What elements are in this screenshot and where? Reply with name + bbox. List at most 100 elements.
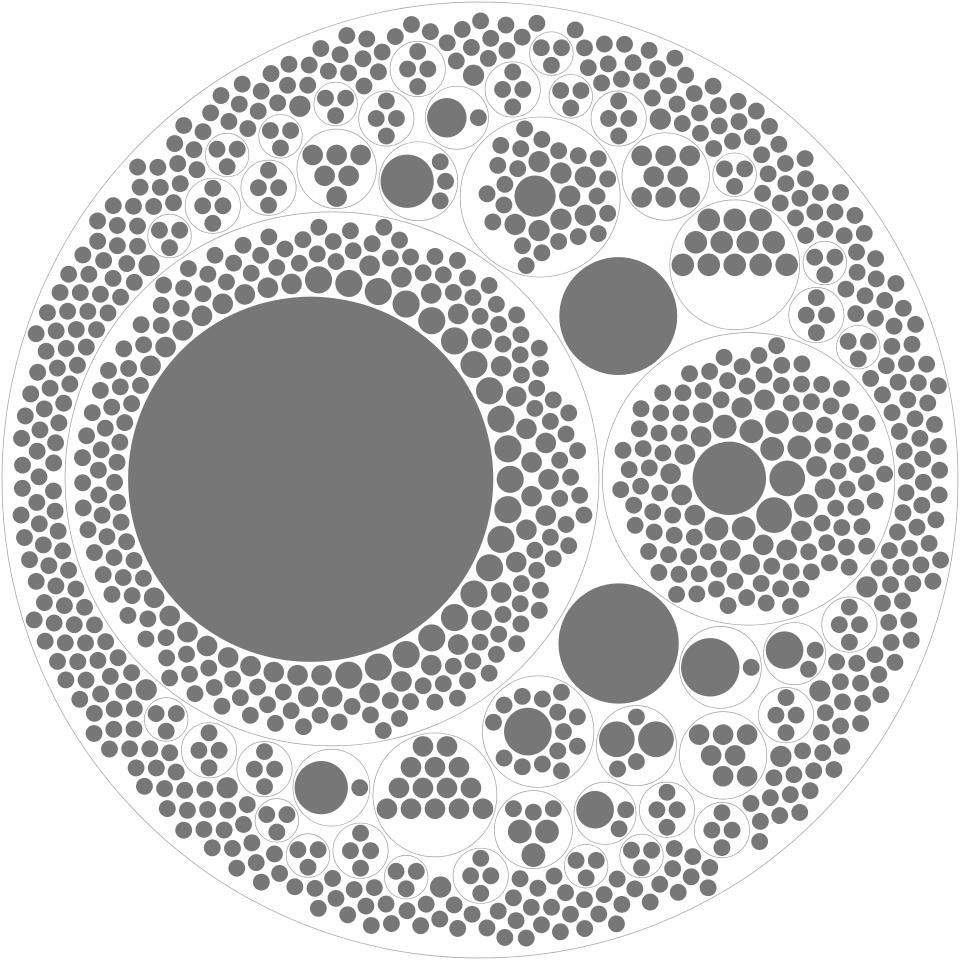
leaf-circle [768,337,786,355]
leaf-circle [98,528,116,546]
leaf-circle [638,721,674,758]
leaf-circle [894,592,911,610]
leaf-circle [216,777,238,799]
leaf-circle [108,237,126,255]
leaf-circle [101,667,119,685]
leaf-circle [167,763,185,781]
leaf-circle [128,296,494,662]
leaf-circle [866,646,884,664]
leaf-circle [512,326,530,344]
leaf-circle [610,127,628,145]
leaf-circle [610,92,628,110]
leaf-circle [151,178,169,196]
leaf-circle [802,563,820,581]
leaf-circle [388,110,405,127]
leaf-circle [507,819,532,844]
leaf-circle [191,305,213,327]
leaf-circle [516,519,537,541]
leaf-circle [27,325,45,343]
leaf-circle [576,790,614,829]
leaf-circle [929,438,947,455]
leaf-circle [16,407,34,425]
leaf-circle [260,161,277,179]
leaf-circle [876,465,894,483]
leaf-circle [224,840,241,857]
leaf-circle [664,506,682,524]
leaf-circle [723,821,741,839]
leaf-circle [791,804,809,821]
leaf-circle [688,724,710,745]
leaf-circle [297,686,319,707]
leaf-circle [22,385,40,403]
leaf-circle [132,376,149,394]
leaf-circle [739,554,760,575]
leaf-circle [214,197,232,215]
group-circle [758,687,815,744]
leaf-circle [761,789,779,807]
group-circle [452,847,509,904]
leaf-circle [897,484,915,502]
leaf-circle [471,609,492,631]
leaf-circle [913,496,931,514]
leaf-circle [278,806,296,824]
leaf-circle [224,670,242,688]
leaf-circle [599,204,617,222]
leaf-circle [887,275,905,292]
leaf-circle [719,372,737,390]
leaf-circle [620,461,638,478]
leaf-circle [136,777,153,795]
leaf-circle [324,233,342,250]
leaf-circle [259,696,276,714]
leaf-circle [576,891,593,909]
leaf-circle [692,441,767,516]
leaf-circle [357,897,375,915]
leaf-circle [701,859,719,877]
leaf-circle [460,350,488,379]
leaf-circle [856,576,878,598]
leaf-circle [426,693,444,711]
leaf-circle [733,358,751,375]
leaf-circle [882,634,900,651]
leaf-circle [894,504,912,522]
leaf-circle [652,404,670,422]
leaf-circle [447,634,469,655]
leaf-circle [608,915,625,933]
leaf-circle [427,97,467,138]
leaf-circle [670,565,688,583]
leaf-circle [562,99,580,117]
leaf-circle [507,912,525,930]
leaf-circle [190,741,208,759]
leaf-circle [469,109,487,127]
leaf-circle [219,801,237,819]
leaf-circle [365,879,383,897]
leaf-circle [472,849,490,867]
leaf-circle [127,759,145,777]
leaf-circle [343,698,361,715]
leaf-circle [99,304,117,322]
leaf-circle [826,203,844,221]
leaf-circle [833,442,851,460]
leaf-circle [800,660,817,678]
leaf-circle [249,678,266,696]
leaf-circle [918,355,936,373]
leaf-circle [57,340,75,357]
leaf-circle [392,290,420,318]
leaf-circle [419,60,437,78]
leaf-circle [91,381,109,399]
leaf-circle [832,184,849,201]
leaf-circle [852,434,869,451]
leaf-circle [685,528,703,546]
leaf-circle [215,821,233,839]
leaf-circle [655,145,677,167]
leaf-circle [400,756,422,778]
leaf-circle [528,219,550,242]
leaf-circle [658,783,676,801]
leaf-circle [29,363,47,381]
leaf-circle [373,43,391,61]
leaf-circle [74,246,92,264]
leaf-circle [436,777,458,799]
leaf-circle [108,453,126,471]
leaf-circle [261,122,279,139]
leaf-circle [538,468,559,490]
